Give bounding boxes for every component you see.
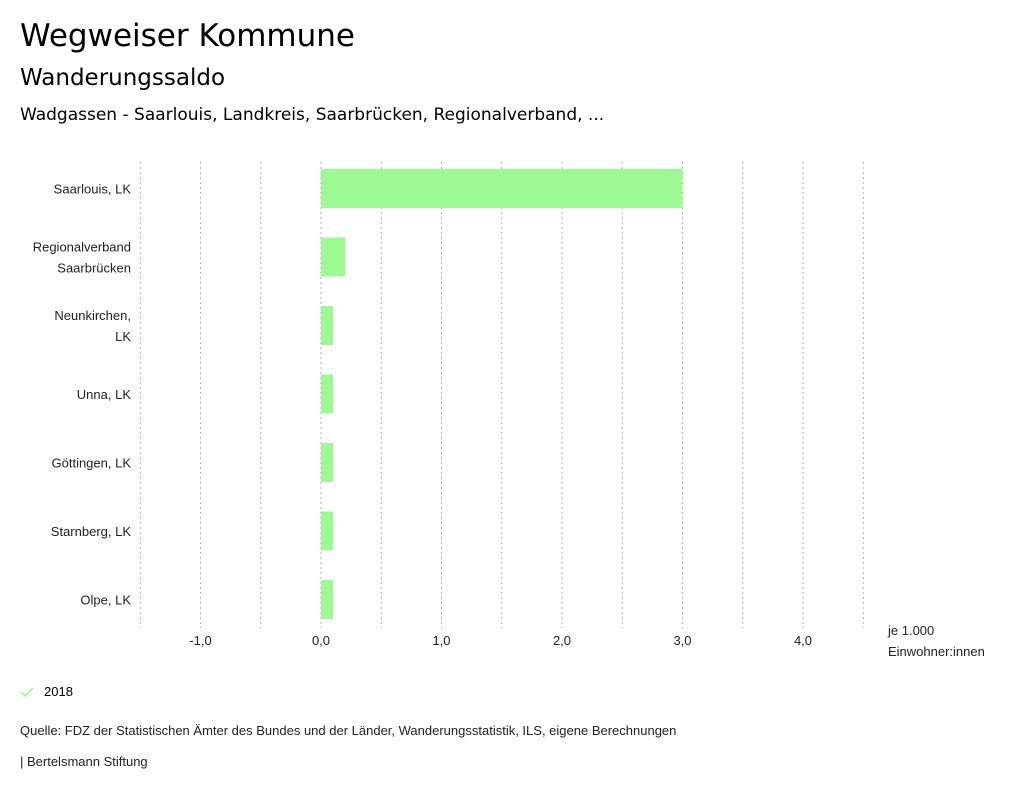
region-title: Wadgassen - Saarlouis, Landkreis, Saarbr… (20, 105, 605, 125)
legend-item-2018[interactable]: 2018 (20, 684, 73, 699)
x-axis-unit-label: je 1.000 Einwohner:innen (887, 623, 985, 659)
bar[interactable] (321, 169, 683, 208)
category-label: Olpe, LK (80, 593, 131, 608)
category-label-line: Unna, LK (77, 387, 132, 402)
x-axis-label-line: Einwohner:innen (888, 644, 985, 659)
category-label-line: Neunkirchen, (54, 308, 131, 323)
category-label-line: LK (115, 329, 131, 344)
page-title: Wegweiser Kommune (20, 18, 355, 54)
bar[interactable] (321, 580, 334, 619)
category-label-line: Saarlouis, LK (54, 182, 132, 197)
x-tick-label: 2,0 (553, 633, 571, 648)
x-tick-label: 3,0 (673, 633, 691, 648)
checkmark-icon (20, 686, 34, 697)
x-tick-label: 4,0 (794, 633, 812, 648)
x-tick-label: 1,0 (432, 633, 450, 648)
bars (321, 169, 683, 619)
bar[interactable] (321, 374, 334, 414)
category-label: Unna, LK (77, 387, 132, 402)
x-tick-label: 0,0 (312, 633, 330, 648)
bar[interactable] (321, 511, 334, 551)
x-axis-label-line: je 1.000 (887, 623, 934, 638)
credit-note: | Bertelsmann Stiftung (20, 754, 148, 769)
category-label-line: Starnberg, LK (51, 524, 132, 539)
x-tick-label: -1,0 (189, 633, 211, 648)
category-label-line: Göttingen, LK (52, 456, 132, 471)
legend-label: 2018 (44, 684, 73, 699)
bar[interactable] (321, 237, 346, 277)
category-label: Neunkirchen, LK (54, 308, 131, 344)
category-labels: Saarlouis, LK Regionalverband Saarbrücken N… (33, 182, 132, 608)
gridlines (139, 162, 864, 628)
category-label: Göttingen, LK (52, 456, 132, 471)
x-tick-labels: -1,0 0,0 1,0 2,0 3,0 4,0 (189, 633, 812, 648)
category-label: Regionalverband Saarbrücken (33, 240, 131, 276)
category-label-line: Saarbrücken (57, 261, 131, 276)
category-label: Saarlouis, LK (54, 182, 132, 197)
source-note: Quelle: FDZ der Statistischen Ämter des … (20, 723, 677, 738)
category-label-line: Olpe, LK (80, 593, 131, 608)
category-label: Starnberg, LK (51, 524, 132, 539)
bar-chart: Saarlouis, LK Regionalverband Saarbrücken N… (33, 162, 985, 659)
category-label-line: Regionalverband (33, 240, 131, 255)
bar[interactable] (321, 306, 334, 345)
chart-subtitle: Wanderungssaldo (20, 65, 226, 91)
bar[interactable] (321, 443, 334, 482)
